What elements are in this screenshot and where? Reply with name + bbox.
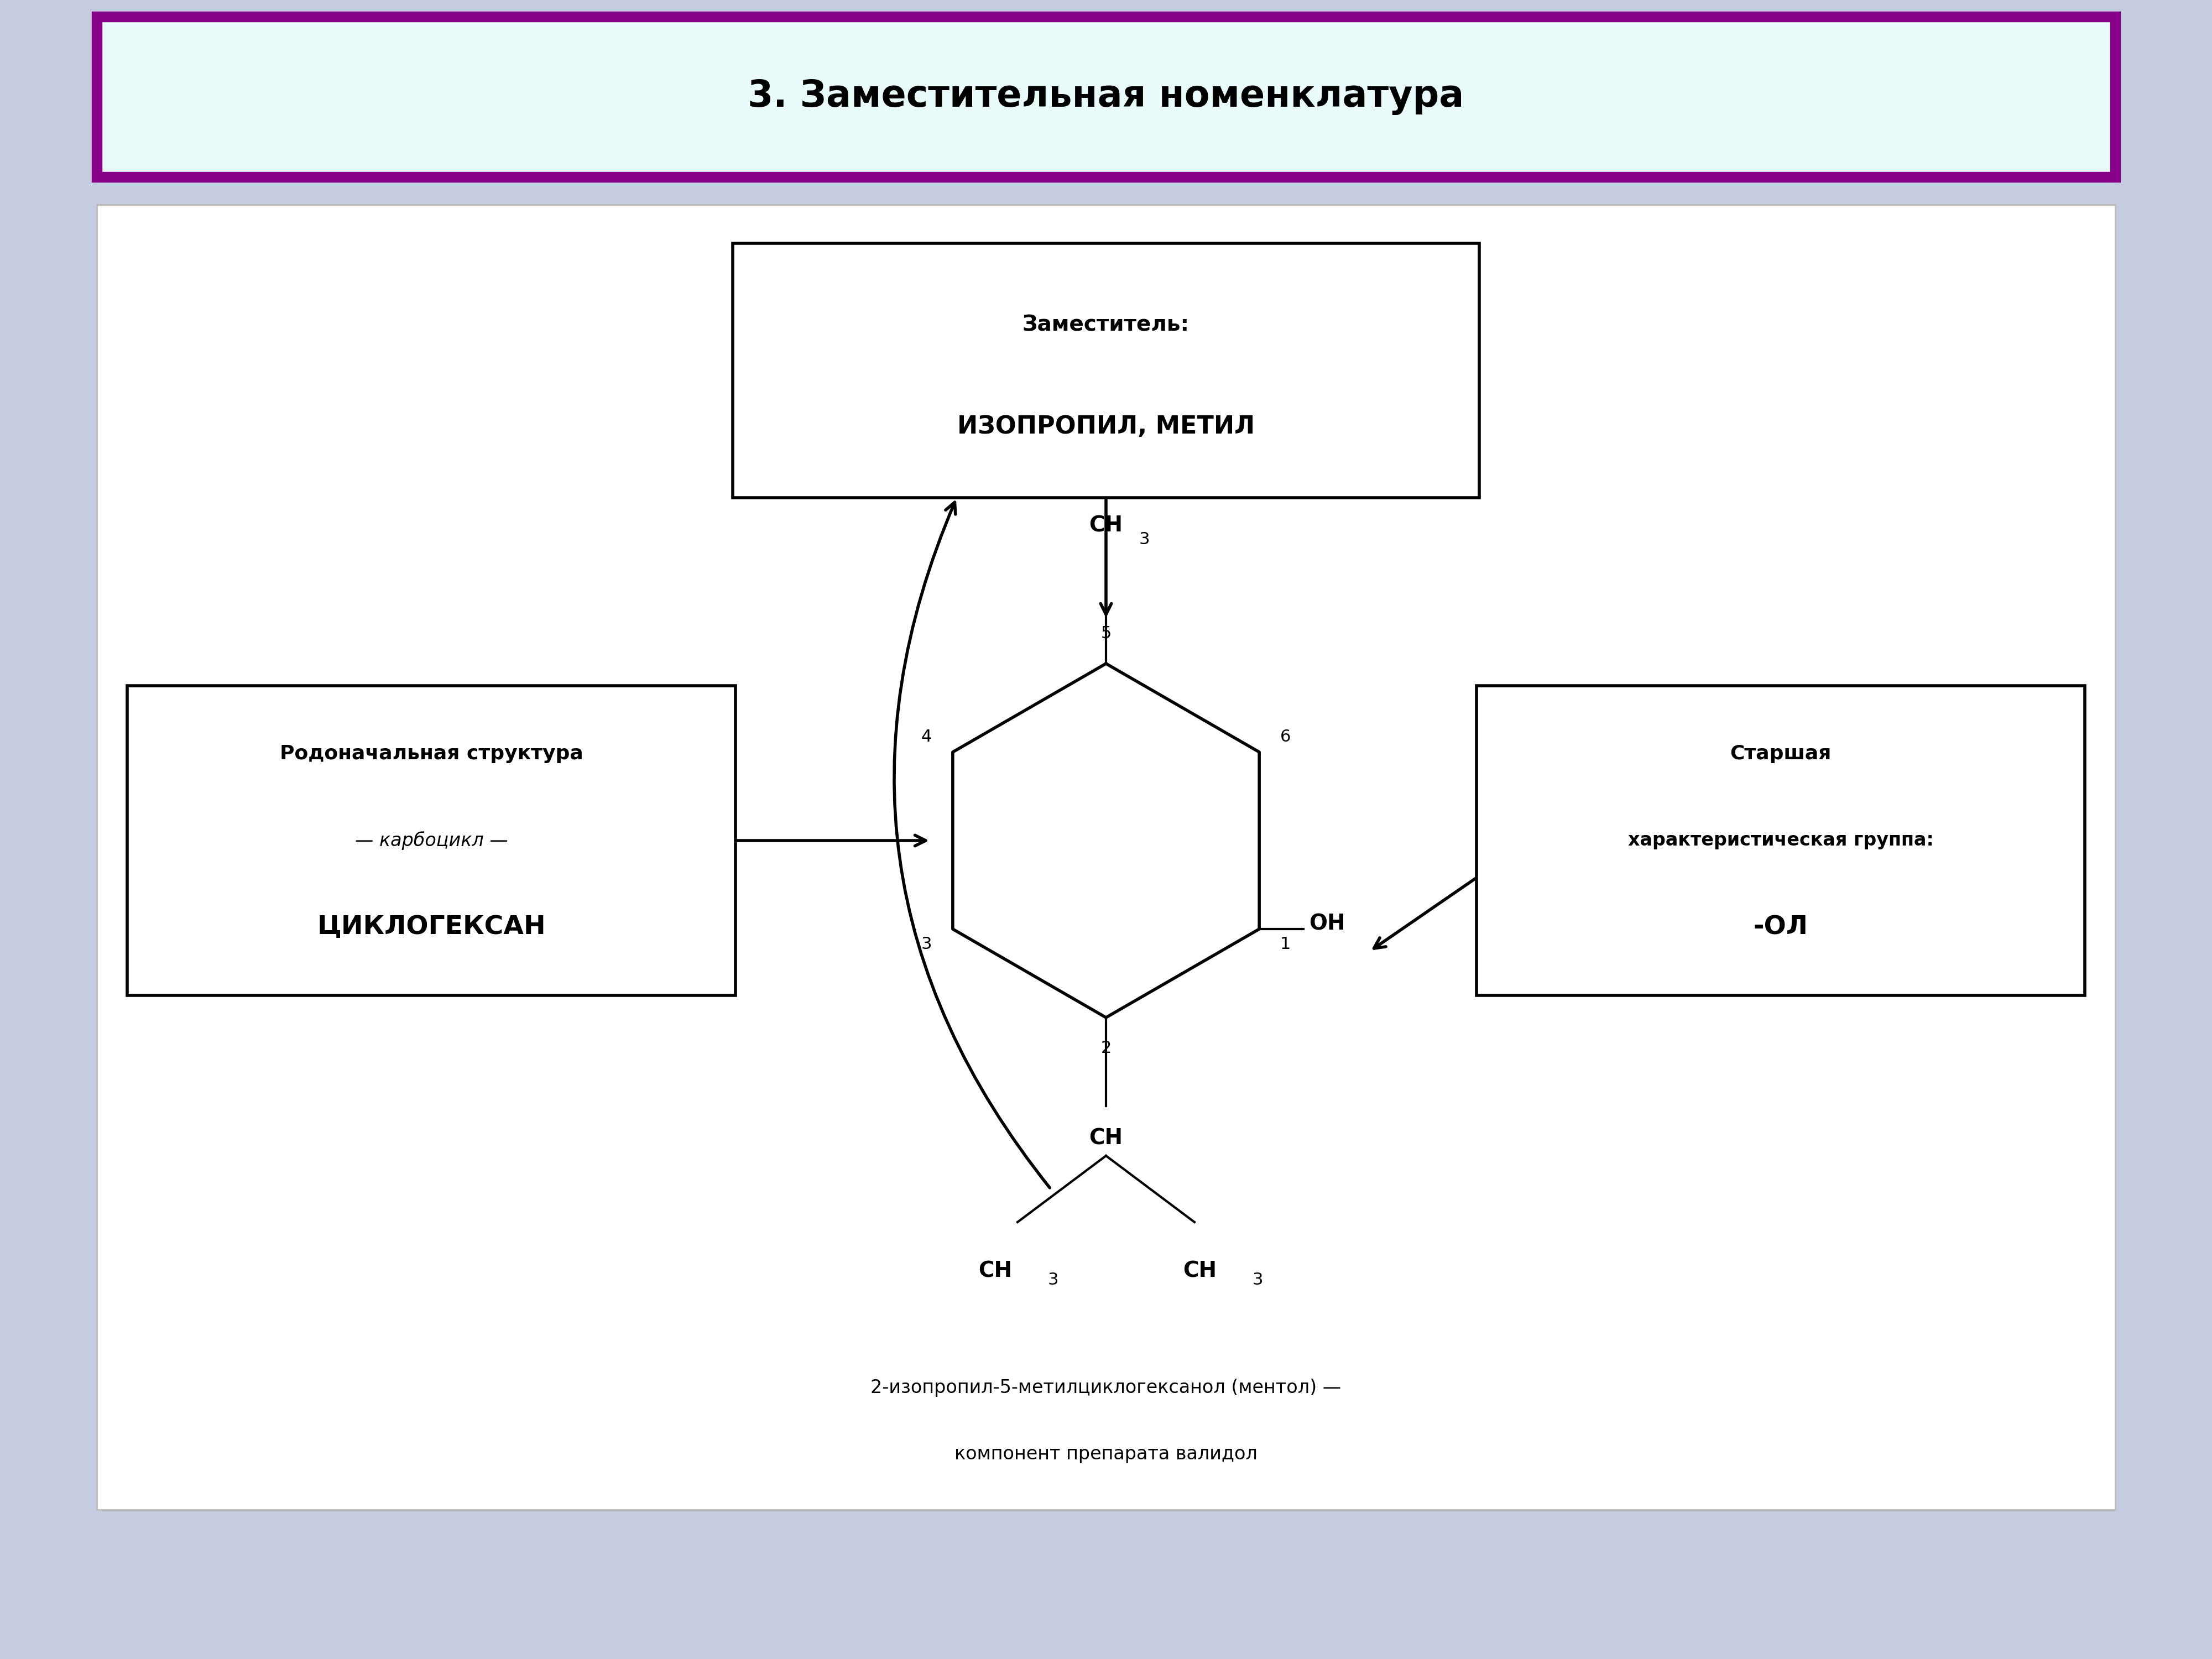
Text: 3. Заместительная номенклатура: 3. Заместительная номенклатура [748,78,1464,114]
FancyBboxPatch shape [1478,685,2084,995]
Text: 4: 4 [920,728,931,745]
Text: ИЗОПРОПИЛ, МЕТИЛ: ИЗОПРОПИЛ, МЕТИЛ [958,415,1254,438]
Text: 5: 5 [1102,625,1110,642]
Text: OH: OH [1310,912,1345,934]
FancyBboxPatch shape [128,685,734,995]
Text: CH: CH [1183,1261,1217,1282]
Text: 3: 3 [1048,1272,1060,1287]
Text: 1: 1 [1281,936,1292,952]
Text: 3: 3 [1252,1272,1263,1287]
Text: 2: 2 [1102,1040,1110,1057]
FancyBboxPatch shape [97,204,2115,1510]
Text: 3: 3 [1139,531,1150,547]
Text: Заместитель:: Заместитель: [1022,314,1190,335]
Text: 3: 3 [920,936,931,952]
Text: компонент препарата валидол: компонент препарата валидол [956,1445,1256,1463]
Text: CH: CH [1088,1128,1124,1150]
Text: CH: CH [978,1261,1013,1282]
FancyBboxPatch shape [97,17,2115,178]
Text: Родоначальная структура: Родоначальная структура [279,745,584,763]
Text: 6: 6 [1281,728,1292,745]
Text: CH: CH [1088,516,1124,536]
Text: — карбоцикл —: — карбоцикл — [354,831,509,849]
Text: 2-изопропил-5-метилциклогексанол (ментол) —: 2-изопропил-5-метилциклогексанол (ментол… [872,1379,1340,1397]
Text: Старшая: Старшая [1730,745,1832,763]
Text: ЦИКЛОГЕКСАН: ЦИКЛОГЕКСАН [316,914,546,939]
Text: -ОЛ: -ОЛ [1754,914,1807,939]
FancyBboxPatch shape [732,244,1480,498]
Text: характеристическая группа:: характеристическая группа: [1628,831,1933,849]
